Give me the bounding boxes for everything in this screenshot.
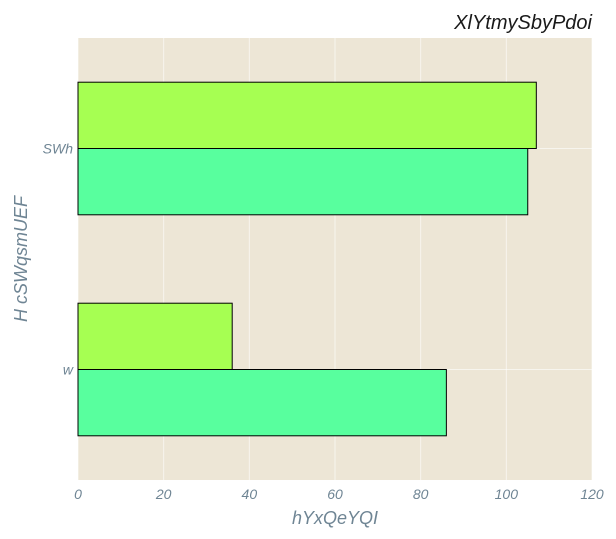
bar-SWh-series-2 <box>77 148 529 216</box>
bars <box>77 81 537 437</box>
x-tick-label: 60 <box>327 486 343 502</box>
x-tick-label: 0 <box>74 486 82 502</box>
x-tick-label: 20 <box>155 486 172 502</box>
y-tick-label: SWh <box>43 141 74 157</box>
x-tick-label: 100 <box>495 486 519 502</box>
y-tick-labels: w SWh <box>43 141 74 378</box>
bar-w-series-1 <box>77 302 233 371</box>
y-axis-label: H cSWqsmUEF <box>11 195 31 322</box>
chart-title: XlYtmySbyPdoi <box>453 12 592 34</box>
x-tick-label: 80 <box>413 486 429 502</box>
y-tick-label: w <box>63 362 74 378</box>
x-tick-labels: 0 20 40 60 80 100 120 <box>74 486 604 502</box>
x-axis-label: hYxQeYQI <box>292 508 378 528</box>
bar-w-series-2 <box>77 369 447 437</box>
x-tick-label: 40 <box>242 486 258 502</box>
x-tick-label: 120 <box>580 486 604 502</box>
bar-SWh-series-1 <box>77 81 537 149</box>
